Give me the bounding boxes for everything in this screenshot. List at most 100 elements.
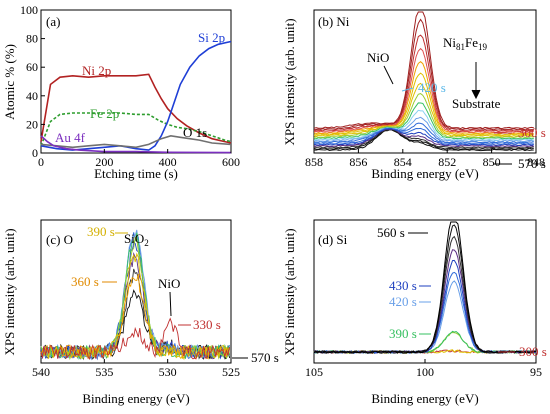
annotation-430s-d: 430 s: [389, 278, 417, 293]
x-tick-label: 540: [32, 365, 50, 379]
series-line-au4f: [40, 135, 232, 154]
panel-c-ticks: 540 535 530 525: [32, 359, 240, 379]
o-spectrum-line: [40, 273, 230, 360]
annotation-360s-c: 360 s: [71, 274, 99, 289]
ni-spectrum-line: [313, 47, 534, 133]
x-tick-label: 856: [349, 155, 367, 169]
annotation-300s-d: 300 s: [519, 344, 547, 359]
x-tick-label: 858: [305, 155, 323, 169]
y-tick-label: 80: [26, 32, 38, 46]
panel-a-plot-area: [40, 40, 232, 154]
ni-spectrum-line: [313, 82, 534, 137]
x-tick-label: 600: [222, 155, 240, 169]
series-label-ni2p: Ni 2p: [82, 63, 111, 78]
panel-a-ticks: 0 200 400 600 0 20 40 60 80 100: [20, 3, 240, 169]
annotation-330s-c: 330 s: [193, 317, 221, 332]
o-spectrum-line: [40, 251, 230, 360]
panel-b-ticks: 858 856 854 852 850 848: [305, 149, 545, 169]
panel-b-plot-area: [313, 11, 534, 152]
panel-c-frame: [40, 219, 232, 364]
series-label-si2p: Si 2p: [198, 30, 225, 45]
series-line-ni2p: [40, 73, 232, 144]
annotation-sio2: SiO2: [124, 231, 149, 248]
y-tick-label: 100: [20, 3, 38, 17]
x-tick-label: 200: [95, 155, 113, 169]
ni-spectrum-line: [313, 128, 534, 150]
x-tick-label: 100: [416, 365, 434, 379]
panel-d-ylabel: XPS intensity (arb. unit): [282, 228, 297, 355]
arrow-420s-line: [401, 87, 414, 92]
ni-spectrum-line: [313, 109, 534, 141]
si-spectrum-line: [313, 259, 537, 354]
arrow-nio-c-line: [169, 291, 172, 317]
series-label-fe2p: Fe 2p: [90, 106, 119, 121]
panel-b-frame: [313, 9, 537, 154]
panel-c-xlabel: Binding energy (eV): [82, 391, 189, 406]
panel-a-xlabel: Etching time (s): [94, 166, 178, 181]
ni-spectrum-line: [313, 93, 534, 139]
annotation-420s: 420 s: [418, 80, 446, 95]
x-tick-label: 854: [394, 155, 412, 169]
panel-b-label: (b) Ni: [318, 14, 350, 29]
arrow-nio-line: [383, 65, 394, 85]
panel-d-ticks: 105 100 95: [305, 359, 542, 379]
annotation-substrate: Substrate: [452, 96, 501, 111]
ni-spectrum-line: [313, 122, 534, 144]
ni-spectrum-line: [313, 34, 534, 132]
ni-spectrum-line: [313, 127, 534, 145]
panel-c: 540 535 530 525 (c) O Binding energy (eV) X…: [2, 219, 279, 406]
annotation-570s-c: 570 s: [251, 350, 279, 365]
si-spectrum-line: [313, 235, 537, 354]
ni-spectrum-line: [313, 128, 534, 148]
x-tick-label: 535: [95, 365, 113, 379]
panel-c-plot-area: [40, 229, 230, 361]
panel-b-xlabel: Binding energy (eV): [371, 166, 478, 181]
o-spectrum-line: [40, 232, 230, 361]
ni-spectrum-line: [313, 128, 534, 149]
annotation-nio: NiO: [367, 50, 389, 65]
panel-a-label: (a): [46, 14, 60, 29]
o-spectrum-line: [40, 236, 230, 361]
ni-spectrum-line: [313, 11, 534, 130]
annotation-560s-d: 560 s: [377, 225, 405, 240]
annotation-sample-composition: Ni81Fe19: [443, 35, 488, 52]
o-spectrum-line: [40, 229, 230, 360]
y-tick-label: 0: [32, 146, 38, 160]
series-label-au4f: Au 4f: [55, 130, 86, 145]
si-spectrum-line: [313, 221, 536, 354]
o-spectrum-line: [40, 252, 230, 361]
x-tick-label: 852: [438, 155, 456, 169]
annotation-300s: 300 s: [518, 125, 546, 140]
series-label-o1s: O 1s: [183, 125, 207, 140]
y-tick-label: 60: [26, 60, 38, 74]
series-line-fe2p: [40, 112, 232, 147]
y-tick-label: 20: [26, 117, 38, 131]
x-tick-label: 525: [222, 365, 240, 379]
si-spectrum-line: [313, 271, 537, 354]
o-spectrum-line: [40, 317, 230, 360]
panel-b: 858 856 854 852 850 848 (b) Ni Binding energy…: [282, 9, 546, 181]
panel-d-xlabel: Binding energy (eV): [371, 391, 478, 406]
annotation-390s-d: 390 s: [389, 326, 417, 341]
ni-spectrum-line: [313, 128, 534, 146]
ni-spectrum-line: [313, 72, 534, 136]
ni-spectrum-line: [313, 102, 534, 140]
panel-d-label: (d) Si: [318, 232, 348, 247]
x-tick-label: 850: [483, 155, 501, 169]
x-tick-label: 530: [159, 365, 177, 379]
x-tick-label: 400: [159, 155, 177, 169]
annotation-390s-c: 390 s: [87, 224, 115, 239]
annotation-420s-d: 420 s: [389, 294, 417, 309]
ni-spectrum-line: [313, 129, 534, 152]
si-spectrum-line: [313, 280, 537, 354]
arrow-substrate-head: [471, 89, 481, 100]
panel-a-ylabel: Atomic % (%): [2, 44, 17, 120]
x-tick-label: 105: [305, 365, 323, 379]
x-tick-label: 0: [38, 155, 44, 169]
x-tick-label: 95: [530, 365, 542, 379]
panel-c-ylabel: XPS intensity (arb. unit): [2, 228, 17, 355]
panel-b-ylabel: XPS intensity (arb. unit): [282, 18, 297, 145]
ni-spectrum-line: [313, 18, 534, 131]
panel-d: 105 100 95 (d) Si Binding energy (eV) XPS …: [282, 219, 547, 406]
y-tick-label: 40: [26, 89, 38, 103]
